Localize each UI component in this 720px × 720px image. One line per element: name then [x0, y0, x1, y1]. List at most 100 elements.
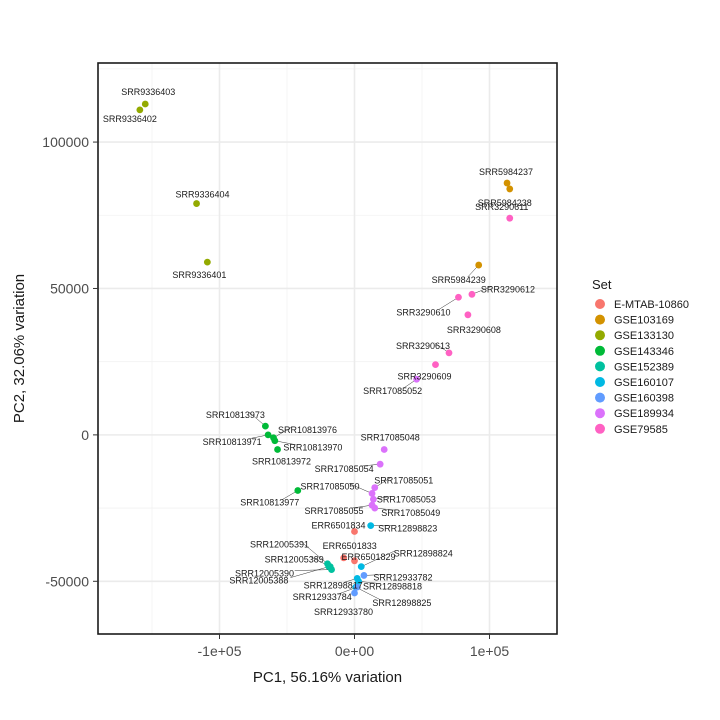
label-connector — [363, 574, 386, 576]
point-SRR3290610 — [455, 293, 462, 301]
legend-key-GSE189934 — [595, 408, 605, 419]
legend-key-GSE103169 — [595, 314, 605, 325]
point-label: SRR9336404 — [176, 190, 230, 200]
point-label: SRR12898818 — [363, 581, 422, 591]
point-label: ERR6501833 — [323, 541, 377, 551]
legend-key-GSE133130 — [595, 330, 605, 341]
y-tick-label: 0 — [81, 427, 89, 443]
y-axis-title: PC2, 32.06% variation — [11, 274, 28, 423]
label-connector — [273, 426, 293, 439]
point-label: SRR12005388 — [229, 576, 288, 586]
legend-label: GSE160107 — [614, 377, 674, 389]
grid-lines — [98, 63, 558, 634]
point-SRR10813977 — [294, 487, 302, 494]
label-connector — [300, 541, 328, 564]
point-label: SRR17085050 — [301, 481, 360, 491]
point-label: SRR3290610 — [396, 307, 450, 317]
point-ERR6501829 — [351, 557, 358, 565]
label-connector — [348, 483, 373, 494]
point-label: SRR12898825 — [372, 598, 431, 608]
y-tick-label: 100000 — [42, 134, 89, 150]
legend-label: GSE143346 — [614, 346, 674, 358]
legend-label: GSE160398 — [614, 393, 674, 405]
label-connector — [351, 504, 373, 509]
point-label: SRR10813971 — [203, 437, 262, 447]
point-SRR17085054 — [376, 460, 384, 468]
point-SRR9336402 — [136, 106, 144, 114]
point-label: SRR3290609 — [397, 372, 451, 382]
legend-key-GSE143346 — [595, 345, 605, 356]
point-SRR10813972 — [274, 446, 281, 453]
panel-border — [97, 62, 558, 635]
point-label: SRR17085048 — [361, 433, 420, 443]
point-SRR12933782 — [360, 572, 368, 579]
point-SRR17085049 — [371, 504, 379, 512]
y-tick-label: 50000 — [50, 280, 89, 296]
point-SRR12898824 — [357, 563, 365, 571]
point-label: SRR3290608 — [447, 325, 501, 335]
label-connector — [248, 411, 266, 427]
legend-key-GSE79585 — [595, 423, 605, 434]
legend-label: GSE79585 — [614, 424, 668, 436]
point-SRR3290613 — [445, 349, 453, 357]
legend-label: E-MTAB-10860 — [614, 299, 689, 311]
point-label: SRR12933784 — [293, 592, 352, 602]
point-SRR9336401 — [203, 258, 211, 266]
point-SRR3290612 — [468, 290, 476, 298]
point-label: SRR3290612 — [481, 284, 535, 294]
point-ERR6501833 — [340, 554, 348, 562]
point-SRR10813970 — [271, 437, 279, 445]
y-tick-label: -50000 — [45, 573, 89, 589]
legend-key-GSE160398 — [595, 392, 605, 403]
point-label: SRR12005390 — [235, 569, 294, 579]
x-tick-label: 0e+00 — [335, 643, 375, 659]
legend-label: GSE152389 — [614, 361, 674, 373]
point-SRR17085048 — [380, 446, 388, 453]
label-connector — [274, 440, 296, 445]
label-connector — [471, 286, 492, 295]
point-SRR5984239 — [475, 261, 483, 269]
legend-label: GSE103169 — [614, 315, 674, 327]
point-SRR12898818 — [355, 577, 362, 585]
point-SRR9336403 — [141, 100, 149, 108]
legend-key-GSE152389 — [595, 361, 605, 372]
point-label: SRR17085052 — [363, 386, 422, 396]
point-label: SRR12898824 — [394, 549, 453, 559]
point-SRR3290611 — [506, 214, 514, 222]
point-label: SRR17085054 — [315, 464, 374, 474]
point-SRR12933780 — [351, 589, 358, 597]
point-SRR17085053 — [370, 495, 377, 503]
legend-title: Set — [592, 277, 612, 292]
point-label: SRR10813973 — [206, 410, 265, 420]
point-SRR3290609 — [432, 361, 439, 369]
x-axis-title: PC1, 56.16% variation — [253, 669, 402, 686]
point-label: SRR10813977 — [240, 498, 299, 508]
x-axis-ticks: -1e+05 0e+00 1e+05 — [198, 634, 509, 659]
point-label: ERR6501834 — [311, 521, 365, 531]
legend-label: GSE189934 — [614, 408, 674, 420]
point-label: SRR12933780 — [314, 607, 373, 617]
point-label: SRR5984237 — [479, 167, 533, 177]
point-label: SRR12898817 — [304, 580, 363, 590]
point-SRR12898823 — [367, 522, 375, 530]
point-SRR10813971 — [264, 431, 272, 439]
y-axis-ticks: -50000 0 50000 100000 — [42, 134, 98, 589]
point-label: SRR12005391 — [250, 540, 309, 550]
label-connector — [361, 550, 396, 567]
legend-label: GSE133130 — [614, 330, 674, 342]
point-label: SRR3290613 — [396, 341, 450, 351]
point-SRR9336404 — [193, 200, 200, 207]
label-connector — [355, 586, 382, 601]
point-SRR12933784 — [353, 583, 361, 591]
point-SRR17085050 — [368, 490, 376, 497]
point-label: SRR5984238 — [478, 198, 532, 208]
point-SRR17085051 — [371, 484, 379, 491]
point-label: SRR12933782 — [373, 572, 432, 582]
point-label: SRR17085049 — [381, 508, 440, 518]
point-label: SRR10813970 — [283, 443, 342, 453]
point-label: ERR6501829 — [341, 552, 395, 562]
point-SRR5984238 — [506, 185, 514, 193]
